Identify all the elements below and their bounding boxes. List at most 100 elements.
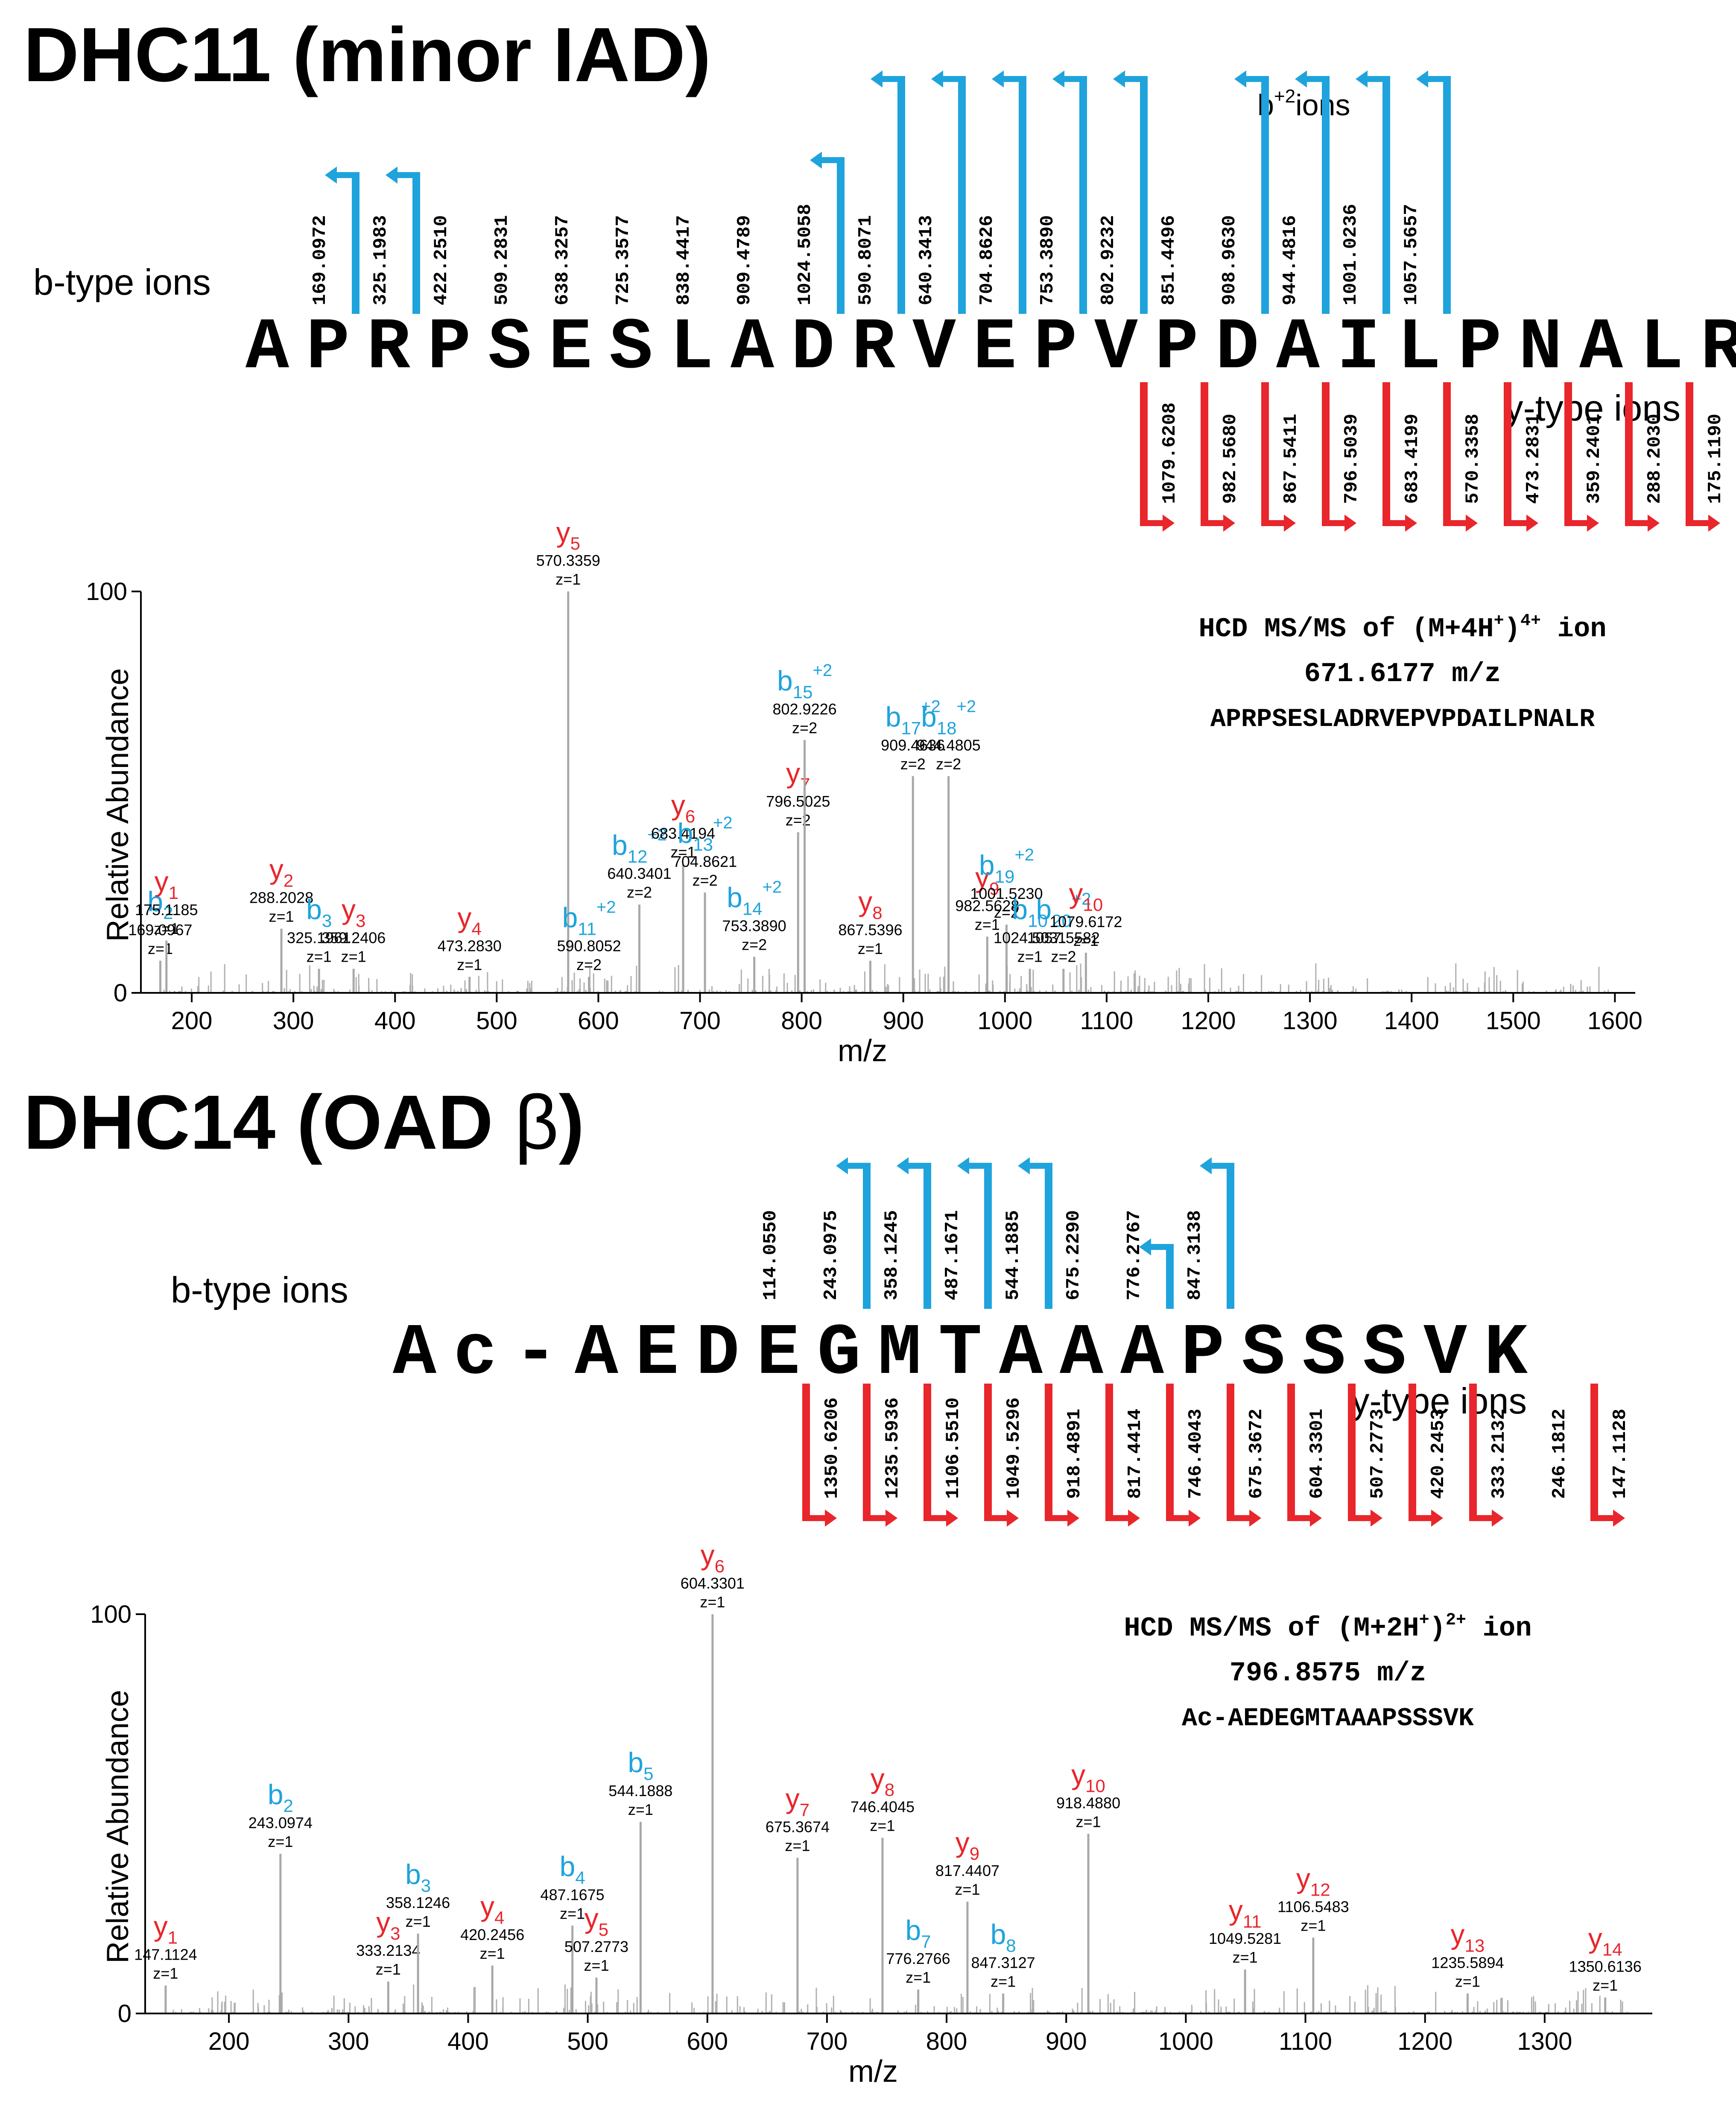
b-ions-label: b-type ions (33, 262, 211, 303)
y-fragment-arrowhead (1613, 1510, 1625, 1527)
peak-z: z=1 (785, 1837, 810, 1854)
peak-ion-charge: +2 (1014, 846, 1034, 864)
peak-ion-letter: y (1071, 1759, 1085, 1790)
peak-ion-subscript: 10 (1085, 1776, 1105, 1796)
peak-ion-label: b12 +2 (612, 825, 667, 866)
peak-ion-label: b18+2 (921, 697, 976, 738)
peak-ion-letter: y (155, 866, 169, 897)
peak-ion-subscript: 8 (885, 1780, 894, 1800)
peak-z: z=2 (994, 904, 1019, 921)
peak-ion-letter: b (777, 665, 793, 696)
peak-z: z=1 (268, 1833, 293, 1850)
peak-ion-label: y5 (556, 516, 580, 553)
peak-mz: 604.3301 (681, 1574, 745, 1592)
peak-ion-letter: y (585, 1902, 599, 1934)
x-tick-label: 500 (567, 2028, 608, 2055)
x-tick-label: 500 (476, 1007, 517, 1035)
info-line-precursor: 796.8575 m/z (1230, 1658, 1426, 1689)
panel-title: DHC14 (OAD β) (23, 1080, 585, 1165)
x-tick-label: 1100 (1279, 2028, 1332, 2055)
b-fragment-mz: 908.9630 (1219, 215, 1240, 305)
peak-ion-subscript: 7 (921, 1931, 931, 1952)
peak-ion-label: y1 (155, 866, 178, 903)
peak-z: z=1 (628, 1801, 653, 1818)
peak-mz: 1024.5031 (994, 929, 1066, 947)
b-fragment-mz: 1057.5657 (1401, 204, 1422, 305)
peak-z: z=1 (154, 920, 179, 937)
b-fragment-mz: 838.4417 (673, 215, 695, 305)
b-fragment-mz: 1001.0236 (1340, 204, 1362, 305)
peak-mz: 918.4880 (1056, 1794, 1120, 1811)
peak-z: z=1 (1301, 1917, 1326, 1934)
x-tick-label: 300 (273, 1007, 314, 1035)
axes: 200 300 400 500 600 700 800 900 1000 1100 1200 1300… (86, 578, 1642, 1068)
peak-ion-subscript: 5 (570, 533, 580, 553)
peak-ion-subscript: 3 (322, 911, 332, 931)
x-tick-label: 600 (578, 1007, 619, 1035)
x-tick-label: 400 (374, 1007, 416, 1035)
sequence-residue: V (912, 307, 956, 389)
sequence-residue: P (306, 307, 350, 389)
info-line-method: HCD MS/MS of (M+4H+)4+ ion (1198, 612, 1606, 645)
peak-ion-letter: b (1012, 894, 1028, 925)
peak-z: z=1 (584, 1957, 609, 1974)
b-fragment-mz: 590.8071 (855, 215, 877, 305)
peak-mz: 544.1888 (608, 1782, 672, 1800)
y-fragment-arrowhead (1648, 515, 1660, 532)
peak-ion-charge: +2 (596, 898, 616, 916)
y-fragment-mz: 1350.6206 (821, 1397, 843, 1499)
peak-ion-letter: y (871, 1763, 885, 1794)
peak-z: z=1 (700, 1593, 725, 1611)
y-fragment-mz: 796.5039 (1341, 414, 1362, 504)
b-fragment-mz: 725.3577 (613, 215, 634, 305)
peak-z: z=1 (1455, 1972, 1480, 1990)
peak-ion-charge: +2 (647, 825, 667, 844)
spectrum-plot: z=1169.0967b2z=1175.1185y1z=1288.2028y2z… (86, 516, 1642, 1068)
panel-dhc11: DHC11 (minor IAD) A P R P S E S L A D R V E P V P D A I L P N A… (23, 12, 1736, 1068)
peak-ion-label: y2 (269, 854, 293, 891)
peak-mz: 1235.5894 (1431, 1954, 1504, 1971)
peak-mz: 683.4194 (651, 825, 715, 842)
b-fragment-mz: 944.4816 (1280, 215, 1301, 305)
peak-ion-letter: b (886, 701, 901, 732)
peak-mz: 1079.6172 (1049, 913, 1122, 931)
sequence-residue: A (575, 1313, 619, 1395)
b-fragment-mz: 358.1245 (881, 1210, 903, 1300)
y-fragment-arrowhead (1371, 1510, 1382, 1527)
peak-ion-letter: y (1296, 1862, 1310, 1894)
sequence-residue: E (635, 1313, 679, 1395)
peak-z: z=2 (900, 755, 926, 773)
peak-z: z=1 (991, 1972, 1016, 1990)
sequence-residue: P (1181, 1313, 1225, 1395)
peak-ion-subscript: 2 (283, 871, 293, 891)
peak-ion-letter: y (1588, 1923, 1602, 1954)
peak-ion-subscript: 3 (356, 911, 365, 931)
peak-ion-label: b5 (628, 1747, 653, 1784)
peak-ion-label: y7 (786, 757, 810, 794)
x-tick-label: 900 (1046, 2028, 1087, 2055)
peak-ion-letter: b (405, 1858, 421, 1890)
b-ions-label: b-type ions (171, 1270, 348, 1311)
peak-ion-charge: +2 (812, 661, 832, 680)
b-fragment-mz: 704.8626 (976, 215, 998, 305)
peak-z: z=1 (153, 1965, 178, 1982)
info-paren: ) (1429, 1613, 1446, 1644)
noise-peaks (163, 963, 1609, 993)
sequence-residue: D (696, 1313, 739, 1395)
peak-ion-letter: y (858, 886, 872, 917)
peak-ion-letter: y (956, 1826, 970, 1858)
panel-title: DHC11 (minor IAD) (23, 12, 711, 98)
b-fragment-arrowhead (897, 1157, 909, 1174)
sequence-residue: P (427, 307, 471, 389)
x-tick-label: 200 (171, 1007, 213, 1035)
b-fragment-arrowhead (836, 1157, 848, 1174)
peak-ion-letter: b (306, 894, 322, 925)
info-line-sequence: APRPSESLADRVEPVPDAILPNALR (1210, 705, 1595, 734)
peak-ion-subscript: 13 (1465, 1935, 1485, 1955)
sequence-residue: A (731, 307, 774, 389)
y-fragment-mz: 359.2401 (1584, 414, 1605, 504)
peak-ion-letter: b (678, 817, 693, 849)
peak-ion-label: b3 (405, 1858, 431, 1896)
sequence-residue: I (1337, 307, 1380, 389)
